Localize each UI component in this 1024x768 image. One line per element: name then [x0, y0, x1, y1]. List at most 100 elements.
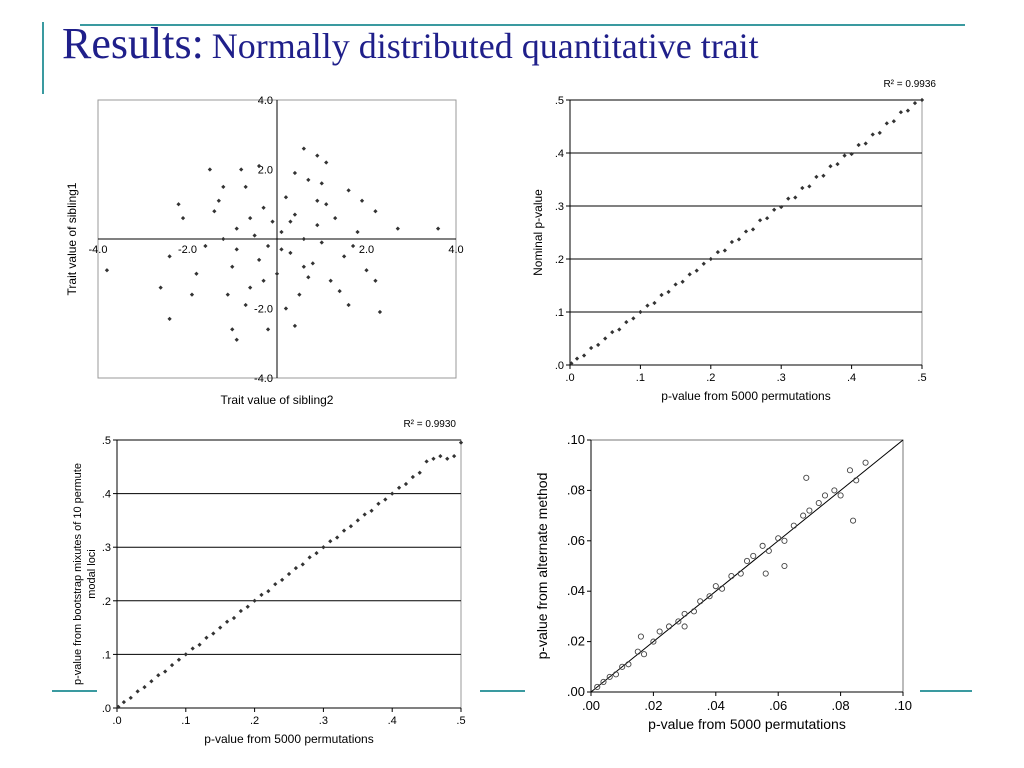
- title-rule: [80, 24, 965, 26]
- chart3-point: [238, 608, 243, 614]
- chart3-point: [176, 657, 182, 662]
- chart4-y-tick-label: .06: [567, 533, 585, 548]
- chart3-point: [341, 528, 347, 533]
- chart4-x-label: p-value from 5000 permutations: [648, 716, 846, 732]
- chart1-y-tick-label: 2.0: [258, 165, 273, 177]
- chart1-point: [283, 306, 289, 311]
- chart1-point: [176, 202, 181, 207]
- chart3-point: [163, 669, 168, 674]
- chart2-point: [729, 239, 735, 245]
- chart4-point: [681, 610, 688, 617]
- chart1-point: [221, 236, 226, 242]
- chart4-point: [690, 608, 698, 615]
- chart4-point: [862, 459, 869, 466]
- chart3-point: [348, 524, 354, 529]
- chart4-y-tick-label: .04: [567, 583, 585, 598]
- chart2-point: [835, 162, 840, 167]
- chart1-point: [248, 285, 253, 290]
- title-main: Results:: [62, 19, 204, 68]
- chart1-x-tick-label: -2.0: [178, 244, 197, 256]
- chart2-point: [919, 97, 925, 103]
- chart1-point: [189, 292, 195, 297]
- chart4-point: [675, 618, 682, 625]
- chart2-point: [912, 101, 918, 106]
- chart1-point: [234, 337, 239, 342]
- chart2-point: [793, 195, 798, 200]
- chart3-x-tick-label: .5: [456, 715, 465, 727]
- chart2-x-tick-label: .3: [777, 372, 786, 384]
- chart3-y-tick-label: .0: [102, 703, 111, 715]
- chart3-y-label: p-value from bootstrap mixutes of 10 per…: [72, 463, 84, 685]
- chart2-point: [814, 174, 819, 179]
- chart3-point: [135, 689, 140, 694]
- chart2-y-tick-label: .5: [555, 95, 564, 107]
- chart1-point: [337, 289, 342, 294]
- chart3-x-tick-label: .4: [388, 715, 397, 727]
- title-accent-bar: [42, 22, 44, 94]
- chart2-y-tick-label: .3: [555, 201, 564, 213]
- chart3-r2-annotation: R² = 0.9930: [403, 419, 456, 430]
- chart1-point: [324, 202, 329, 207]
- chart2-point: [800, 185, 805, 191]
- chart1-point: [212, 209, 217, 214]
- chart3-point: [218, 625, 223, 630]
- chart1-point: [377, 309, 383, 315]
- chart3-point: [245, 604, 250, 609]
- title-sub: Normally distributed quantitative trait: [211, 26, 759, 66]
- chart2-point: [856, 142, 861, 148]
- chart1-point: [315, 222, 320, 228]
- chart3-point: [252, 598, 257, 603]
- chart1-point: [364, 268, 369, 273]
- chart2-y-tick-label: .2: [555, 254, 564, 266]
- chart3-point: [362, 512, 367, 517]
- chart1-point: [355, 229, 360, 235]
- chart2-point: [666, 289, 671, 294]
- chart2-point: [588, 345, 594, 351]
- chart2-point: [645, 303, 650, 308]
- chart3-point: [403, 481, 409, 487]
- chart1-point: [230, 264, 235, 269]
- chart3-point: [438, 453, 443, 459]
- chart2-x-tick-label: .2: [706, 372, 715, 384]
- chart1-point: [203, 243, 208, 249]
- chart4-point: [759, 542, 766, 549]
- chart3-x-tick-label: .2: [250, 715, 259, 727]
- chart1-point: [283, 195, 289, 200]
- chart3-point: [169, 662, 175, 668]
- chart3-point: [293, 565, 299, 571]
- chart3-y-label-line2: modal loci: [86, 549, 98, 599]
- chart3-point: [451, 453, 457, 459]
- chart4-point: [781, 562, 788, 570]
- chart2-point: [736, 237, 742, 242]
- chart1-point: [292, 212, 298, 217]
- chart3-y-tick-label: .5: [102, 435, 111, 447]
- chart4-x-tick-label: .04: [707, 698, 725, 713]
- chart1-point: [292, 323, 298, 328]
- chart1-point: [324, 160, 329, 165]
- chart1-point: [256, 163, 262, 169]
- chart2-y-tick-label: .4: [555, 148, 564, 160]
- chart4-point: [846, 467, 854, 474]
- chart4-x-tick-label: .00: [582, 698, 600, 713]
- chart1-point: [333, 216, 338, 221]
- chart1-point: [319, 240, 324, 245]
- chart3-point: [273, 582, 278, 587]
- chart2-point: [631, 316, 636, 321]
- chart3-point: [156, 673, 161, 678]
- chart3-point: [121, 699, 127, 705]
- chart3-point: [383, 497, 388, 502]
- chart3-x-tick-label: .1: [181, 715, 190, 727]
- chart4-point: [606, 673, 613, 680]
- chart1-point: [194, 271, 199, 276]
- chart1-point: [279, 229, 284, 235]
- chart4-point: [650, 638, 657, 645]
- chart3-point: [224, 619, 230, 624]
- chart1-point: [319, 181, 324, 186]
- chart1-point: [306, 177, 311, 183]
- chart4-point: [634, 648, 641, 655]
- chart1-x-label: Trait value of sibling2: [221, 393, 334, 407]
- chart1-point: [359, 198, 365, 203]
- chart2-point: [624, 319, 629, 325]
- chart2-point: [701, 261, 706, 266]
